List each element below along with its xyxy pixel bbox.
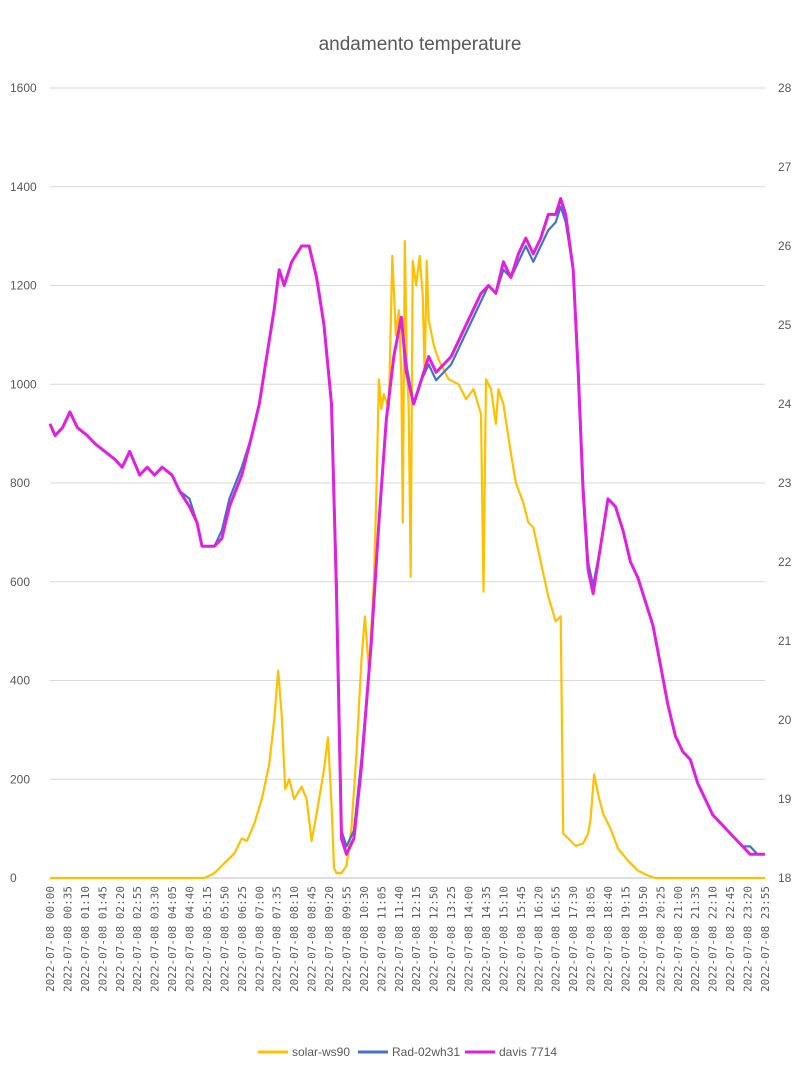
y-axis-right: 18 19 20 21 22 23 24 25 26 27 28 (778, 81, 792, 885)
y-tick-left: 1400 (10, 180, 37, 194)
x-tick-label: 2022-07-08 00:00 (44, 886, 57, 992)
x-tick-label: 2022-07-08 21:00 (672, 886, 685, 992)
series-line-solar-ws90 (50, 240, 765, 880)
y-tick-left: 800 (10, 476, 30, 490)
y-axis-left: 0 200 400 600 800 1000 1200 1400 1600 (10, 81, 37, 885)
x-axis: 2022-07-08 00:00 2022-07-08 00:35 2022-07-… (44, 886, 772, 992)
x-tick-label: 2022-07-08 07:35 (271, 886, 284, 992)
x-tick-label: 2022-07-08 05:15 (201, 886, 214, 992)
x-tick-label: 2022-07-08 22:45 (724, 886, 737, 992)
x-tick-label: 2022-07-08 21:35 (689, 886, 702, 992)
y-tick-left: 1200 (10, 279, 37, 293)
y-tick-right: 19 (778, 792, 792, 806)
legend-label: solar-ws90 (292, 1045, 350, 1059)
x-tick-label: 2022-07-08 05:50 (218, 886, 231, 992)
x-tick-label: 2022-07-08 08:10 (288, 886, 301, 992)
x-tick-label: 2022-07-08 09:55 (340, 886, 353, 992)
x-tick-label: 2022-07-08 09:20 (323, 886, 336, 992)
y-tick-left: 1600 (10, 81, 37, 95)
x-tick-label: 2022-07-08 16:55 (550, 886, 563, 992)
x-tick-label: 2022-07-08 17:30 (567, 886, 580, 992)
y-tick-right: 21 (778, 634, 792, 648)
x-tick-label: 2022-07-08 10:30 (358, 886, 371, 992)
y-tick-right: 18 (778, 871, 792, 885)
x-tick-label: 2022-07-08 13:25 (445, 886, 458, 992)
x-tick-label: 2022-07-08 22:10 (707, 886, 720, 992)
series-line-davis-7714 (48, 197, 765, 856)
gridlines (50, 87, 765, 879)
x-tick-label: 2022-07-08 18:40 (602, 886, 615, 992)
x-tick-label: 2022-07-08 14:00 (463, 886, 476, 992)
x-tick-label: 2022-07-08 15:45 (515, 886, 528, 992)
y-tick-left: 600 (10, 575, 30, 589)
y-tick-right: 24 (778, 397, 792, 411)
x-tick-label: 2022-07-08 14:35 (480, 886, 493, 992)
y-tick-right: 26 (778, 239, 792, 253)
x-tick-label: 2022-07-08 11:05 (375, 886, 388, 992)
x-tick-label: 2022-07-08 08:45 (306, 886, 319, 992)
x-tick-label: 2022-07-08 23:20 (742, 886, 755, 992)
chart-title: andamento temperature (319, 34, 522, 55)
x-tick-label: 2022-07-08 11:40 (393, 886, 406, 992)
legend-label: Rad-02wh31 (392, 1045, 460, 1059)
x-tick-label: 2022-07-08 23:55 (759, 886, 772, 992)
x-tick-label: 2022-07-08 02:55 (131, 886, 144, 992)
x-tick-label: 2022-07-08 20:25 (654, 886, 667, 992)
legend: solar-ws90 Rad-02wh31 davis 7714 (258, 1045, 557, 1059)
x-tick-label: 2022-07-08 06:25 (236, 886, 249, 992)
x-tick-label: 2022-07-08 00:35 (61, 886, 74, 992)
y-tick-right: 22 (778, 555, 792, 569)
x-tick-label: 2022-07-08 04:05 (166, 886, 179, 992)
x-tick-label: 2022-07-08 04:40 (184, 886, 197, 992)
y-tick-left: 200 (10, 772, 30, 786)
y-tick-right: 27 (778, 160, 792, 174)
x-tick-label: 2022-07-08 07:00 (253, 886, 266, 992)
series-lines (48, 197, 765, 880)
y-tick-right: 28 (778, 81, 792, 95)
x-tick-label: 2022-07-08 01:45 (96, 886, 109, 992)
x-tick-label: 2022-07-08 12:15 (410, 886, 423, 992)
x-tick-label: 2022-07-08 19:50 (637, 886, 650, 992)
x-tick-label: 2022-07-08 19:15 (619, 886, 632, 992)
x-tick-label: 2022-07-08 15:10 (497, 886, 510, 992)
y-tick-left: 1000 (10, 377, 37, 391)
legend-label: davis 7714 (499, 1045, 557, 1059)
y-tick-right: 23 (778, 476, 792, 490)
x-tick-label: 2022-07-08 02:20 (114, 886, 127, 992)
y-tick-left: 400 (10, 674, 30, 688)
series-line-rad-02wh31 (48, 205, 765, 856)
y-tick-right: 25 (778, 318, 792, 332)
y-tick-right: 20 (778, 713, 792, 727)
x-tick-label: 2022-07-08 16:20 (532, 886, 545, 992)
x-tick-label: 2022-07-08 03:30 (149, 886, 162, 992)
x-tick-label: 2022-07-08 18:05 (585, 886, 598, 992)
x-tick-label: 2022-07-08 12:50 (428, 886, 441, 992)
x-tick-label: 2022-07-08 01:10 (79, 886, 92, 992)
y-tick-left: 0 (10, 871, 17, 885)
